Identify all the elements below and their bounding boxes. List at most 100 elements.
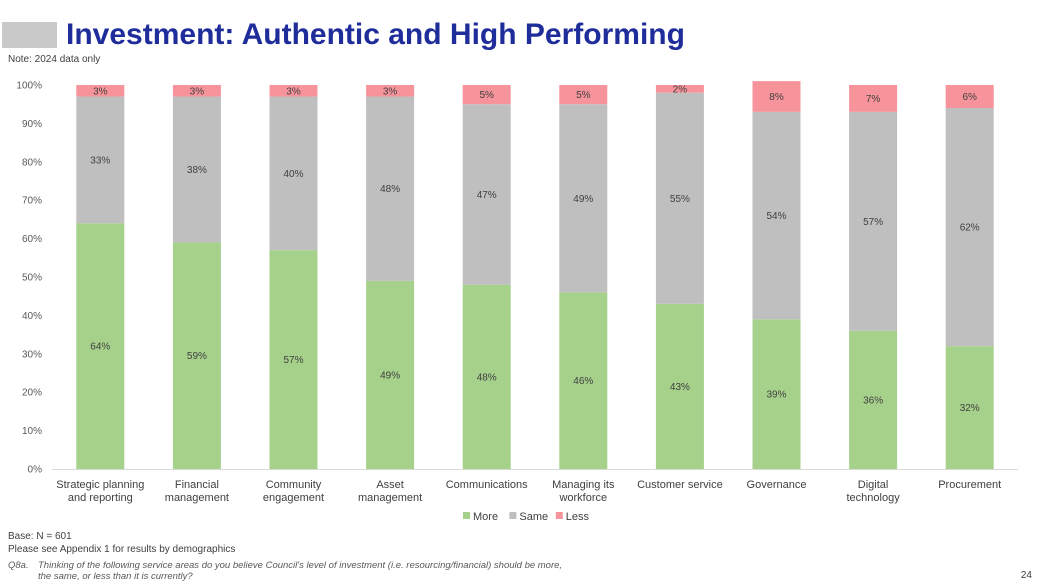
category-label: Strategic planning bbox=[56, 479, 144, 491]
bar-segment-more bbox=[849, 330, 898, 469]
legend-label-more: More bbox=[473, 511, 498, 523]
category-label: Asset bbox=[376, 479, 404, 491]
bar-segment-more bbox=[269, 250, 318, 469]
legend-swatch-same bbox=[509, 512, 517, 519]
data-label-more: 43% bbox=[670, 382, 690, 393]
y-tick-label: 10% bbox=[22, 426, 42, 437]
bar-segment-less bbox=[366, 85, 415, 97]
bar-segment-more bbox=[945, 346, 994, 469]
data-label-more: 48% bbox=[477, 372, 497, 383]
question-line-2: the same, or less than it is currently? bbox=[38, 571, 193, 582]
bar-segment-more bbox=[559, 292, 608, 469]
data-label-less: 5% bbox=[576, 90, 591, 101]
data-label-more: 39% bbox=[766, 390, 786, 401]
bar-segment-less bbox=[269, 85, 318, 97]
data-label-more: 64% bbox=[90, 342, 110, 353]
data-label-more: 32% bbox=[960, 403, 980, 414]
bar-segment-same bbox=[752, 111, 801, 320]
bar-segment-same bbox=[655, 92, 704, 304]
category-label: Communications bbox=[446, 479, 528, 491]
y-tick-label: 70% bbox=[22, 196, 42, 207]
data-label-same: 47% bbox=[477, 190, 497, 201]
y-tick-label: 50% bbox=[22, 273, 42, 284]
bar-segment-same bbox=[945, 108, 994, 347]
data-label-less: 2% bbox=[673, 84, 688, 95]
category-label: workforce bbox=[558, 492, 607, 504]
bar-segment-more bbox=[366, 280, 415, 469]
data-note: Note: 2024 data only bbox=[8, 54, 101, 65]
question-number: Q8a. bbox=[8, 560, 29, 571]
category-label: Community bbox=[266, 479, 322, 491]
category-label: Procurement bbox=[938, 479, 1001, 491]
y-tick-label: 100% bbox=[16, 81, 42, 92]
y-tick-label: 0% bbox=[28, 465, 43, 476]
stacked-bar-chart: 0% 10% 20% 30% 40% 50% 60% 70% 80% 90% 100% 64% 33%… bbox=[16, 81, 1018, 523]
page-number: 24 bbox=[1020, 570, 1032, 581]
appendix-note: Please see Appendix 1 for results by dem… bbox=[8, 544, 236, 555]
bar-segment-more bbox=[655, 303, 704, 469]
bar-segment-same bbox=[559, 104, 608, 293]
legend-label-same: Same bbox=[519, 511, 548, 523]
bar-segment-more bbox=[172, 242, 221, 469]
data-label-same: 38% bbox=[187, 165, 207, 176]
legend-label-less: Less bbox=[566, 511, 590, 523]
category-label: Customer service bbox=[637, 479, 723, 491]
data-label-more: 57% bbox=[283, 355, 303, 366]
data-label-same: 62% bbox=[960, 223, 980, 234]
category-label: management bbox=[358, 492, 422, 504]
bar-segment-more bbox=[462, 284, 511, 469]
data-label-less: 3% bbox=[190, 86, 205, 97]
category-label: and reporting bbox=[68, 492, 133, 504]
bar-segment-same bbox=[269, 96, 318, 251]
bar-segment-less bbox=[559, 85, 608, 105]
data-label-same: 49% bbox=[573, 194, 593, 205]
bar-segment-more bbox=[752, 319, 801, 469]
bar-segment-same bbox=[172, 96, 221, 243]
bar-segment-less bbox=[172, 85, 221, 97]
bar-segment-less bbox=[462, 85, 511, 105]
data-label-same: 48% bbox=[380, 184, 400, 195]
bar-segment-less bbox=[945, 85, 994, 109]
bar-segment-same bbox=[76, 96, 125, 224]
data-label-more: 36% bbox=[863, 395, 883, 406]
data-label-same: 40% bbox=[283, 169, 303, 180]
data-label-same: 57% bbox=[863, 217, 883, 228]
data-label-less: 3% bbox=[93, 86, 108, 97]
data-label-same: 55% bbox=[670, 194, 690, 205]
bar-segment-less bbox=[76, 85, 125, 97]
y-tick-label: 40% bbox=[22, 311, 42, 322]
question-line-1: Thinking of the following service areas … bbox=[38, 560, 563, 571]
legend-swatch-more bbox=[463, 512, 470, 519]
data-label-less: 3% bbox=[383, 86, 398, 97]
data-label-less: 7% bbox=[866, 94, 881, 105]
data-label-more: 59% bbox=[187, 351, 207, 362]
data-label-less: 8% bbox=[769, 92, 784, 103]
data-label-more: 49% bbox=[380, 370, 400, 381]
bar-segment-same bbox=[462, 104, 511, 285]
data-label-less: 5% bbox=[479, 90, 494, 101]
y-tick-label: 90% bbox=[22, 119, 42, 130]
category-label: management bbox=[165, 492, 229, 504]
category-label: Digital bbox=[858, 479, 889, 491]
bar-segment-less bbox=[655, 85, 704, 93]
category-label: Governance bbox=[747, 479, 807, 491]
category-label: engagement bbox=[263, 492, 324, 504]
legend-swatch-less bbox=[555, 512, 563, 519]
bar-segment-same bbox=[849, 111, 898, 331]
title-accent-block bbox=[2, 22, 57, 48]
data-label-same: 54% bbox=[766, 211, 786, 222]
data-label-same: 33% bbox=[90, 155, 110, 166]
y-tick-label: 60% bbox=[22, 234, 42, 245]
bar-segment-less bbox=[752, 81, 801, 112]
data-label-more: 46% bbox=[573, 376, 593, 387]
bar-segment-less bbox=[849, 85, 898, 112]
data-label-less: 6% bbox=[962, 92, 977, 103]
y-tick-label: 80% bbox=[22, 157, 42, 168]
category-label: Managing its bbox=[552, 479, 615, 491]
y-tick-label: 20% bbox=[22, 388, 42, 399]
page-title: Investment: Authentic and High Performin… bbox=[66, 18, 685, 51]
bar-segment-more bbox=[76, 223, 125, 469]
bar-segment-same bbox=[366, 96, 415, 281]
base-note: Base: N = 601 bbox=[8, 531, 72, 542]
category-label: Financial bbox=[175, 479, 219, 491]
